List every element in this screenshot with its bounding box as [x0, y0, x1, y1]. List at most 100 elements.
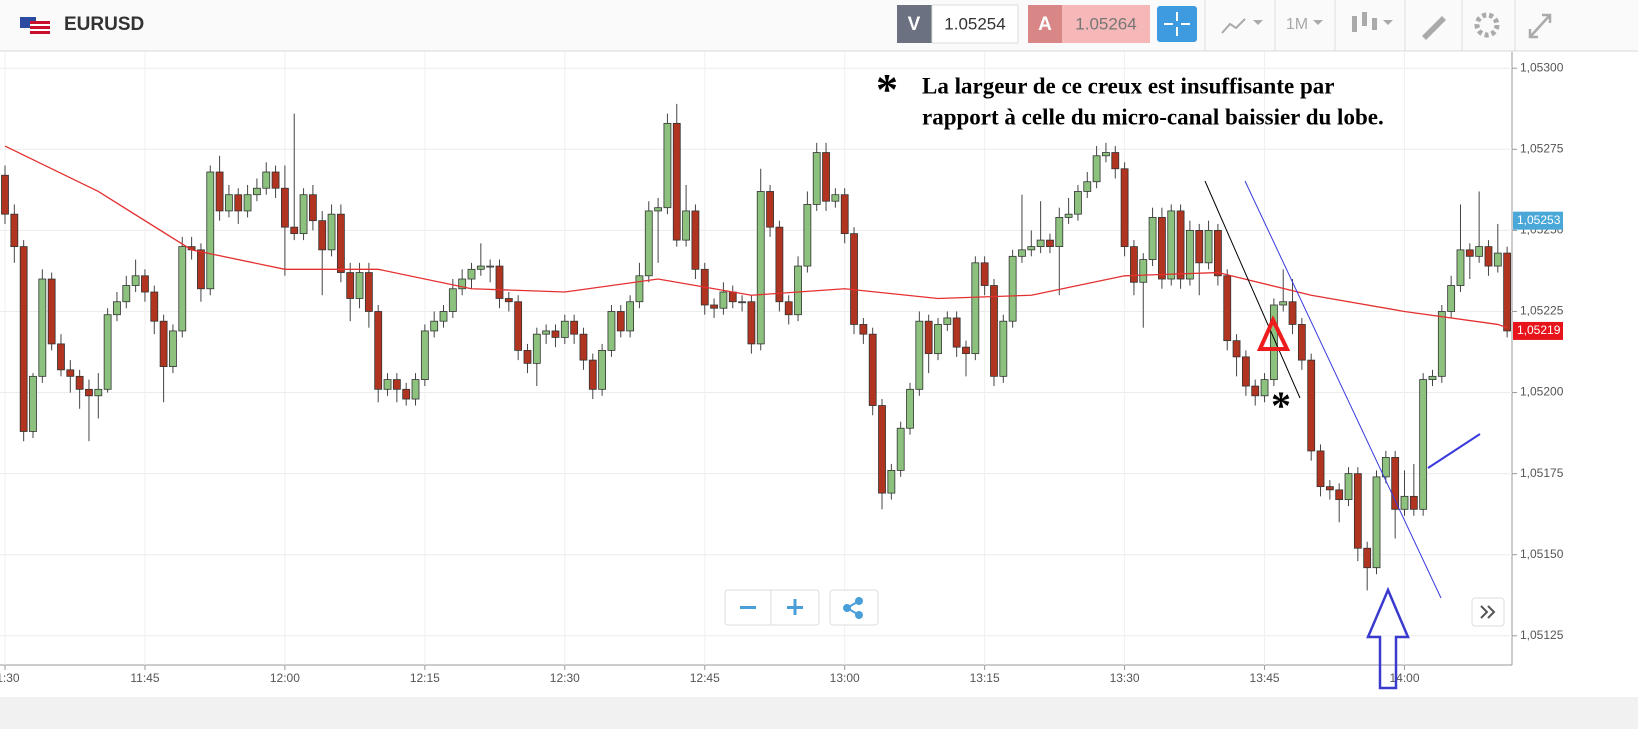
- candle-body: [1447, 285, 1456, 312]
- candle-body: [197, 249, 205, 290]
- price-tag: [1513, 321, 1563, 340]
- price-tag-label: 1,05219: [1517, 323, 1561, 337]
- candle-body: [1102, 152, 1110, 157]
- candle-body: [859, 324, 868, 335]
- candle-body: [280, 187, 289, 228]
- y-tick-label: 1,05200: [1520, 385, 1564, 399]
- candle-body: [420, 330, 429, 380]
- candle-body: [915, 320, 924, 390]
- candle-body: [784, 301, 793, 316]
- candle-body: [392, 379, 401, 390]
- candle-body: [850, 233, 858, 325]
- candle-body: [943, 317, 952, 325]
- candle-body: [364, 272, 373, 312]
- candle-body: [878, 405, 886, 494]
- grid: 1,053001,052751,052501,052251,052001,051…: [0, 52, 1564, 685]
- candle-body: [1251, 385, 1260, 397]
- crosshair-icon: [1164, 12, 1190, 36]
- chart-type-button[interactable]: [1221, 18, 1263, 34]
- candle-body: [924, 320, 933, 355]
- x-tick-label: 12:15: [410, 671, 440, 685]
- timeframe[interactable]: 1M: [1286, 16, 1308, 33]
- candle-body: [486, 265, 495, 268]
- candle-body: [318, 220, 327, 251]
- candle-body: [448, 288, 457, 312]
- candle-body: [840, 194, 849, 235]
- candle-body: [57, 343, 65, 371]
- candle-body: [103, 314, 112, 390]
- candle-body: [1493, 252, 1502, 267]
- x-tick-label: 11:30: [0, 671, 20, 685]
- draw-button[interactable]: [1422, 16, 1446, 40]
- settings-button[interactable]: [1474, 12, 1500, 38]
- candle-body: [215, 171, 224, 212]
- candle-body: [691, 210, 700, 270]
- candle-body: [1325, 486, 1334, 491]
- candle-body: [1465, 249, 1474, 257]
- candle-body: [1232, 340, 1241, 358]
- candle-body: [253, 187, 261, 196]
- candle-body: [1409, 495, 1418, 510]
- candle-body: [262, 171, 271, 189]
- candle-body: [1195, 229, 1204, 264]
- flag-icon: [20, 17, 50, 34]
- candle-body: [1092, 155, 1101, 183]
- y-tick-label: 1,05150: [1520, 547, 1564, 561]
- candle-body: [47, 278, 56, 345]
- candle-body: [439, 311, 448, 322]
- ask-button[interactable]: [1028, 5, 1062, 43]
- candle-body: [38, 278, 47, 377]
- candle-body: [141, 275, 149, 293]
- candle-body: [1083, 181, 1092, 192]
- candle-body: [1381, 457, 1390, 478]
- toolbar-separators: [1204, 0, 1516, 51]
- candle-body: [1223, 275, 1232, 342]
- candle-body: [1, 174, 9, 215]
- candle-body: [868, 333, 877, 406]
- candle-body: [1344, 473, 1353, 500]
- candle-body: [169, 330, 177, 368]
- candle-body: [1353, 473, 1362, 549]
- candle-body: [1456, 249, 1465, 286]
- candle-body: [1139, 259, 1148, 283]
- zoom-in[interactable]: [787, 599, 803, 615]
- x-tick-label: 13:15: [970, 671, 1000, 685]
- candle-body: [495, 265, 504, 299]
- candle-body: [906, 388, 914, 429]
- crosshair-button[interactable]: [1157, 6, 1197, 42]
- candle-body: [355, 272, 364, 299]
- candle-body: [458, 278, 467, 290]
- candle-body: [1372, 476, 1381, 569]
- candle-body: [1027, 246, 1036, 251]
- candle-body: [747, 301, 756, 345]
- bid-button[interactable]: [897, 5, 932, 43]
- x-tick-label: 12:45: [690, 671, 720, 685]
- fullscreen-button[interactable]: [1528, 13, 1552, 39]
- x-tick-label: 11:45: [130, 671, 159, 685]
- candle-body: [1475, 246, 1484, 257]
- candle-body: [271, 171, 280, 189]
- candle-body: [122, 285, 131, 303]
- candle-body: [962, 346, 970, 355]
- x-tick-label: 14:00: [1389, 671, 1419, 685]
- x-tick-label: 12:30: [550, 671, 580, 685]
- candle-body: [626, 301, 635, 332]
- candle-body: [719, 291, 728, 309]
- y-tick-label: 1,05300: [1520, 60, 1564, 74]
- candle-body: [1120, 168, 1129, 248]
- candle-style-button[interactable]: [1352, 12, 1393, 32]
- candle-body: [94, 388, 103, 397]
- share-button[interactable]: [843, 597, 863, 619]
- candle-body: [1419, 379, 1428, 510]
- candle-body: [346, 272, 355, 299]
- candle-body: [299, 194, 308, 235]
- candle-body: [542, 330, 551, 335]
- candle-body: [1288, 301, 1297, 325]
- price-tag: [1513, 211, 1563, 230]
- zoom-out[interactable]: [740, 606, 756, 609]
- candle-body: [29, 375, 37, 432]
- candle-body: [598, 349, 607, 390]
- candle-body: [831, 194, 840, 202]
- candle-body: [1167, 210, 1176, 280]
